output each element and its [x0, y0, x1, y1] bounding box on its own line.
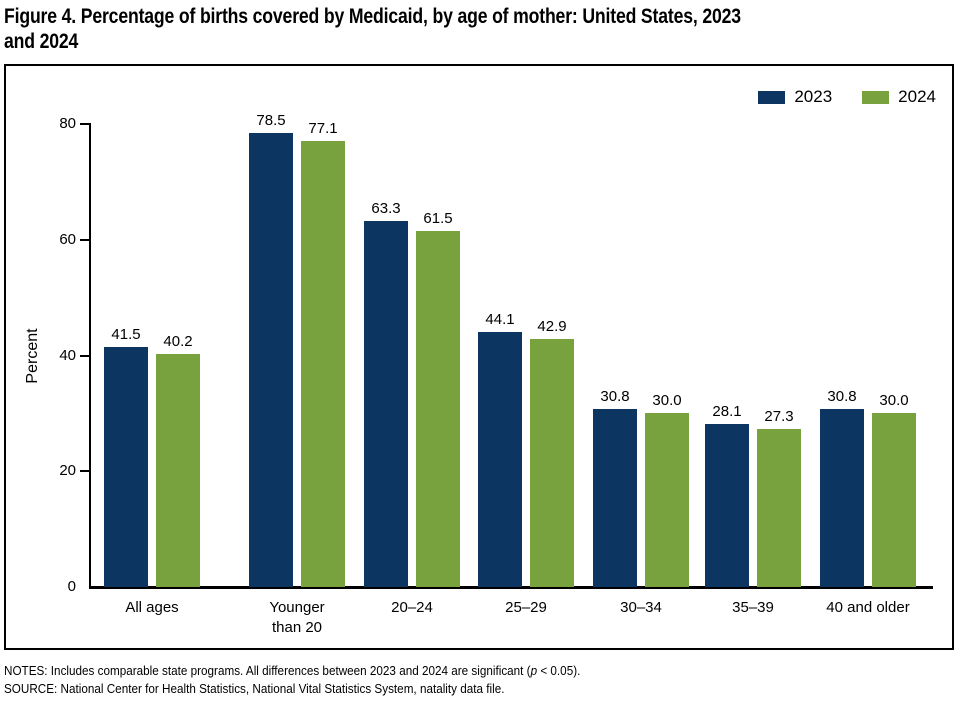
notes-text-end: < 0.05). — [537, 663, 581, 678]
source-line: SOURCE: National Center for Health Stati… — [4, 681, 505, 696]
bar-value-label: 27.3 — [764, 408, 794, 425]
bar-2023-group1 — [249, 132, 293, 587]
x-category-label: 35–39 — [732, 599, 774, 616]
legend-item-2024: 2024 — [862, 87, 936, 107]
bar-value-label: 30.8 — [600, 387, 630, 405]
bar-value-label: 78.5 — [256, 111, 286, 129]
legend-item-2023: 2023 — [758, 87, 832, 107]
figure-title-line2: and 2024 — [4, 30, 79, 53]
figure-title-line1: Figure 4. Percentage of births covered b… — [4, 5, 741, 28]
bar-value-label: 30.8 — [827, 387, 857, 405]
x-category-label: Younger than 20 — [269, 599, 325, 636]
y-tick-mark — [80, 354, 89, 357]
bar-2024-group5 — [757, 429, 801, 587]
bar-2023-group3 — [478, 331, 522, 587]
y-tick-label: 20 — [59, 462, 76, 480]
y-tick-label: 0 — [67, 578, 76, 595]
x-category-label: 30–34 — [620, 599, 662, 616]
plot-area: 0 20 40 60 80 41.5 40.2 All ages 78.5 77.1 Younger… — [6, 66, 952, 648]
legend-label-2024: 2024 — [898, 87, 936, 106]
x-axis-line — [89, 586, 933, 589]
x-category-label: 25–29 — [505, 599, 547, 616]
bar-value-label: 77.1 — [308, 119, 338, 137]
bar-value-label: 63.3 — [371, 199, 401, 217]
legend-swatch-2023-icon — [758, 90, 786, 104]
bar-value-label: 61.5 — [423, 210, 453, 228]
bar-2023-group4 — [593, 408, 637, 587]
chart-legend: 2023 2024 — [758, 87, 936, 107]
y-tick-label: 60 — [59, 230, 76, 248]
notes-line: NOTES: Includes comparable state program… — [4, 662, 958, 680]
notes-text: NOTES: Includes comparable state program… — [4, 663, 531, 678]
bar-value-label: 42.9 — [537, 317, 567, 335]
bar-value-label: 44.1 — [485, 310, 515, 328]
bar-value-label: 28.1 — [712, 403, 742, 421]
bar-value-label: 40.2 — [163, 333, 193, 351]
notes-p-italic: p — [530, 663, 538, 678]
figure-title: Figure 4. Percentage of births covered b… — [4, 4, 960, 54]
y-tick-mark — [80, 123, 89, 125]
x-category-label: 20–24 — [391, 599, 433, 616]
bar-value-label: 30.0 — [652, 392, 682, 410]
y-axis-line — [89, 123, 91, 589]
legend-swatch-2024-icon — [862, 90, 890, 104]
x-category-label: 40 and older — [826, 599, 910, 616]
y-tick-mark — [80, 238, 89, 241]
bar-2024-group6 — [872, 413, 916, 587]
y-tick-mark — [80, 470, 89, 473]
y-tick-label: 40 — [59, 346, 76, 364]
bar-2024-group4 — [645, 413, 689, 587]
bar-2024-group3 — [530, 338, 574, 587]
legend-label-2023: 2023 — [794, 87, 833, 106]
bar-2023-group6 — [820, 408, 864, 587]
x-category-label: All ages — [125, 599, 179, 616]
bar-2023-group0 — [104, 346, 148, 587]
bar-2024-group1 — [301, 140, 345, 587]
bar-2023-group2 — [364, 220, 408, 587]
bar-2023-group5 — [705, 424, 749, 587]
bar-value-label: 41.5 — [111, 325, 141, 343]
bar-2024-group0 — [156, 354, 200, 587]
y-tick-label: 80 — [59, 115, 76, 132]
bar-2024-group2 — [416, 231, 460, 587]
figure-footnotes: NOTES: Includes comparable state program… — [4, 662, 958, 698]
bar-value-label: 30.0 — [879, 392, 909, 410]
chart-frame: 2023 2024 Percent 0 20 40 60 80 41.5 40.2 All a… — [4, 64, 954, 650]
